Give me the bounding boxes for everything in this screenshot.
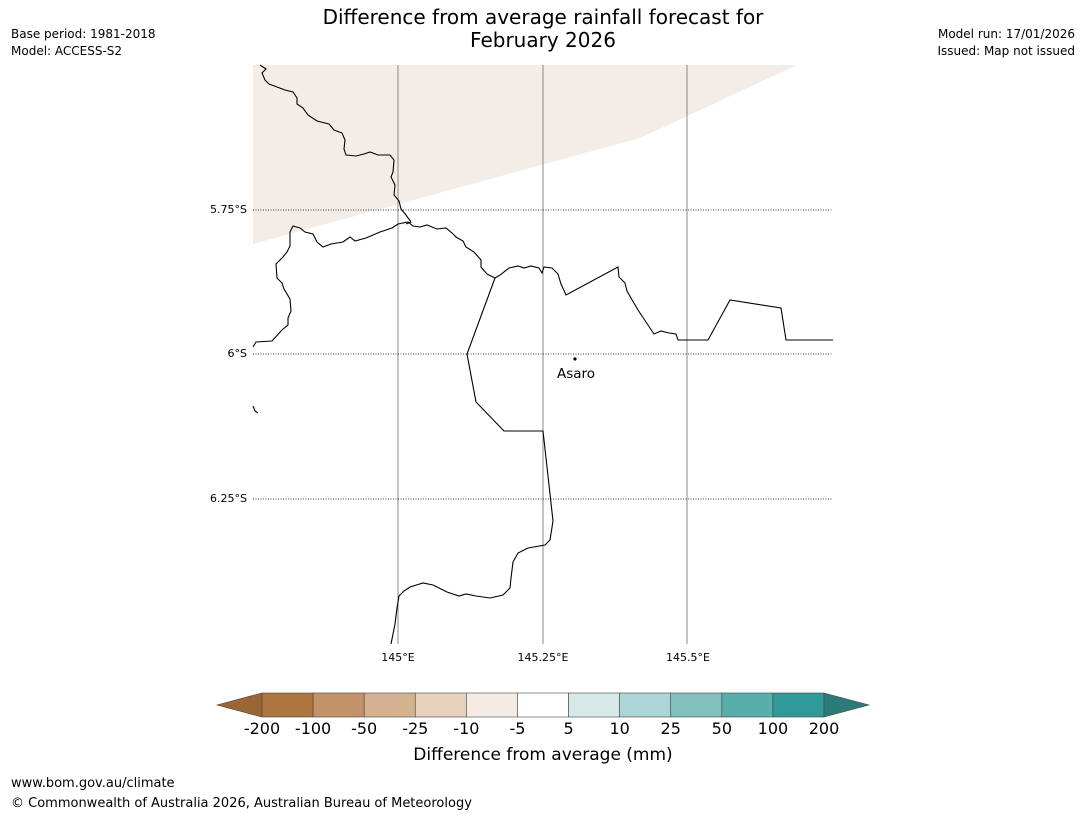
colorbar-swatch — [414, 692, 467, 718]
base-period: Base period: 1981-2018 — [11, 27, 156, 41]
border-central-north — [252, 221, 496, 348]
colorbar-swatch — [261, 692, 314, 718]
title-line-2: February 2026 — [470, 28, 616, 52]
footer: www.bom.gov.au/climate © Commonwealth of… — [11, 774, 472, 814]
colorbar-tick-label: -200 — [243, 719, 281, 738]
footer-copyright: © Commonwealth of Australia 2026, Austra… — [11, 796, 472, 811]
lon-label-145-25: 145.25°E — [518, 651, 569, 664]
title-line-1: Difference from average rainfall forecas… — [322, 5, 764, 29]
lon-label-145-5: 145.5°E — [666, 651, 710, 664]
colorbar — [215, 692, 871, 718]
colorbar-title: Difference from average (mm) — [413, 745, 673, 765]
colorbar-tick-label: -25 — [402, 719, 429, 738]
colorbar-tick-label: 50 — [711, 719, 732, 738]
colorbar-swatch — [466, 692, 518, 718]
colorbar-arrow-low — [215, 692, 263, 718]
lat-label-5-75: 5.75°S — [210, 203, 247, 216]
colorbar-swatch — [312, 692, 365, 718]
colorbar-tick-label: 5 — [563, 719, 574, 738]
colorbar-swatch — [670, 692, 723, 718]
border-south — [390, 277, 554, 645]
colorbar-swatch — [568, 692, 620, 718]
colorbar-tick-label: 10 — [609, 719, 630, 738]
colorbar-tick-label: -50 — [351, 719, 378, 738]
lon-label-145: 145°E — [381, 651, 414, 664]
colorbar-arrow-high — [823, 692, 871, 718]
asaro-label: Asaro — [557, 366, 595, 382]
model-run: Model run: 17/01/2026 — [937, 27, 1075, 41]
lat-label-6-25: 6.25°S — [210, 492, 247, 505]
colorbar-tick-label: -100 — [294, 719, 332, 738]
colorbar-tick-label: -10 — [453, 719, 480, 738]
asaro-marker — [573, 357, 577, 361]
model-name: Model: ACCESS-S2 — [11, 44, 123, 58]
dry-anomaly-region — [253, 65, 797, 244]
border-west-fragment — [252, 405, 259, 414]
colorbar-swatch — [619, 692, 672, 718]
colorbar-swatch — [772, 692, 825, 718]
meta-right: Model run: 17/01/2026 Issued: Map not is… — [937, 26, 1075, 60]
border-northwest — [259, 64, 412, 225]
border-east — [494, 265, 833, 341]
province-borders — [252, 64, 833, 645]
footer-url[interactable]: www.bom.gov.au/climate — [11, 776, 175, 791]
issued-status: Issued: Map not issued — [937, 44, 1075, 58]
colorbar-tick-label: 25 — [660, 719, 681, 738]
map-title: Difference from average rainfall forecas… — [243, 6, 843, 52]
colorbar-swatch — [363, 692, 416, 718]
colorbar-swatch — [517, 692, 569, 718]
colorbar-tick-label: 200 — [808, 719, 840, 738]
colorbar-swatch — [721, 692, 774, 718]
meta-left: Base period: 1981-2018 Model: ACCESS-S2 — [11, 26, 156, 60]
colorbar-tick-label: -5 — [509, 719, 526, 738]
colorbar-tick-label: 100 — [757, 719, 789, 738]
lat-label-6: 6°S — [228, 347, 247, 360]
